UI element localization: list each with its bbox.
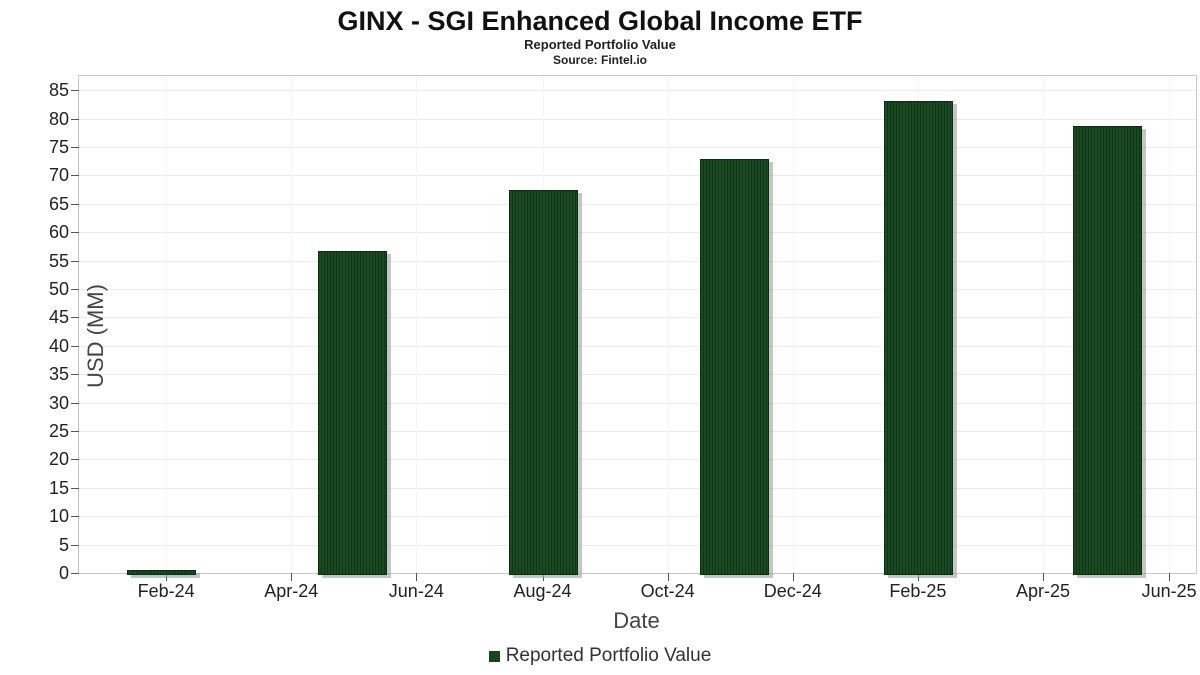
y-tick-mark (71, 317, 79, 319)
y-gridline (79, 289, 1196, 290)
x-tick-mark (792, 573, 794, 581)
x-gridline (291, 76, 293, 573)
y-gridline (79, 147, 1196, 148)
x-gridline (1042, 76, 1044, 573)
y-tick-mark (71, 345, 79, 347)
y-gridline (79, 232, 1196, 234)
y-tick-mark (71, 203, 79, 205)
y-tick-mark (71, 573, 79, 574)
x-tick-label: Aug-24 (513, 581, 572, 601)
x-gridline (667, 76, 669, 573)
bar (127, 570, 197, 575)
x-tick-label: Apr-24 (264, 581, 319, 601)
y-gridline (79, 516, 1196, 518)
y-tick-label: 65 (48, 193, 69, 214)
y-tick-label: 30 (48, 392, 69, 413)
y-gridline (79, 260, 1196, 262)
y-tick-label: 0 (58, 563, 69, 583)
y-tick-mark (71, 147, 79, 148)
y-gridline (79, 544, 1196, 546)
x-tick-label: Apr-25 (1015, 581, 1070, 601)
y-tick-label: 40 (48, 335, 69, 356)
legend: Reported Portfolio Value (0, 645, 1200, 667)
x-tick-label: Feb-25 (889, 581, 947, 601)
y-gridline (79, 459, 1196, 461)
y-tick-mark (71, 544, 79, 546)
x-tick-label: Jun-24 (388, 581, 444, 601)
y-tick-mark (71, 516, 79, 518)
x-axis-label: Date (613, 608, 660, 633)
y-tick-label: 55 (48, 250, 69, 271)
bar (318, 250, 388, 575)
y-tick-mark (71, 374, 79, 376)
y-tick-label: 35 (48, 364, 69, 385)
y-tick-label: 80 (48, 108, 69, 129)
x-tick-label: Jun-25 (1141, 581, 1197, 601)
y-tick-label: 20 (48, 449, 69, 470)
x-tick-label: Dec-24 (763, 581, 822, 601)
y-axis-label: USD (MM) (83, 284, 108, 388)
y-tick-label: 45 (48, 307, 69, 328)
x-tick-mark (1169, 573, 1171, 581)
y-tick-mark (71, 90, 79, 92)
x-tick-mark (166, 573, 168, 581)
bar (1073, 125, 1143, 575)
y-gridline (79, 203, 1196, 205)
x-tick-label: Feb-24 (137, 581, 195, 601)
plot-area: 0 5 10 15 20 25 30 35 40 45 50 55 60 65 70 75 80 85 Feb-24… (49, 75, 1197, 601)
legend-swatch-icon (488, 650, 500, 662)
y-tick-mark (71, 260, 79, 262)
y-tick-label: 60 (48, 222, 69, 243)
x-tick-mark (416, 573, 418, 581)
y-gridline (79, 431, 1196, 432)
y-gridline (79, 317, 1196, 319)
chart-title: GINX - SGI Enhanced Global Income ETF (337, 6, 863, 36)
y-gridline (79, 118, 1196, 120)
y-gridline (79, 374, 1196, 376)
y-gridline (79, 90, 1196, 92)
y-gridline (79, 345, 1196, 347)
y-tick-label: 25 (48, 421, 69, 441)
y-tick-label: 70 (48, 165, 69, 186)
x-tick-mark (542, 573, 544, 581)
y-tick-mark (71, 431, 79, 432)
legend-label: Reported Portfolio Value (505, 645, 712, 666)
chart-subtitle: Reported Portfolio Value (524, 37, 676, 52)
x-tick-mark (667, 573, 669, 581)
x-tick-label: Oct-24 (640, 581, 695, 601)
y-tick-label: 85 (48, 80, 69, 101)
x-tick-mark (1042, 573, 1044, 581)
y-tick-mark (71, 402, 79, 404)
x-gridline (416, 76, 418, 573)
x-tick-mark (291, 573, 293, 581)
x-gridline (792, 76, 794, 573)
y-tick-mark (71, 289, 79, 290)
y-tick-mark (71, 487, 79, 489)
y-tick-label: 5 (58, 534, 69, 555)
bar (700, 159, 770, 575)
y-tick-mark (71, 118, 79, 120)
y-tick-mark (71, 459, 79, 461)
y-gridline (79, 487, 1196, 489)
y-tick-label: 75 (48, 137, 69, 157)
y-tick-label: 50 (48, 279, 69, 299)
x-gridline (1169, 76, 1171, 573)
y-tick-label: 15 (48, 477, 69, 498)
bar (884, 100, 954, 575)
chart-source: Source: Fintel.io (552, 53, 647, 67)
y-gridline (79, 175, 1196, 177)
y-tick-mark (71, 232, 79, 234)
x-gridline (166, 76, 168, 573)
bar (509, 190, 579, 575)
y-gridline (79, 402, 1196, 404)
y-tick-label: 10 (48, 506, 69, 527)
y-tick-mark (71, 175, 79, 177)
x-tick-mark (917, 573, 919, 581)
